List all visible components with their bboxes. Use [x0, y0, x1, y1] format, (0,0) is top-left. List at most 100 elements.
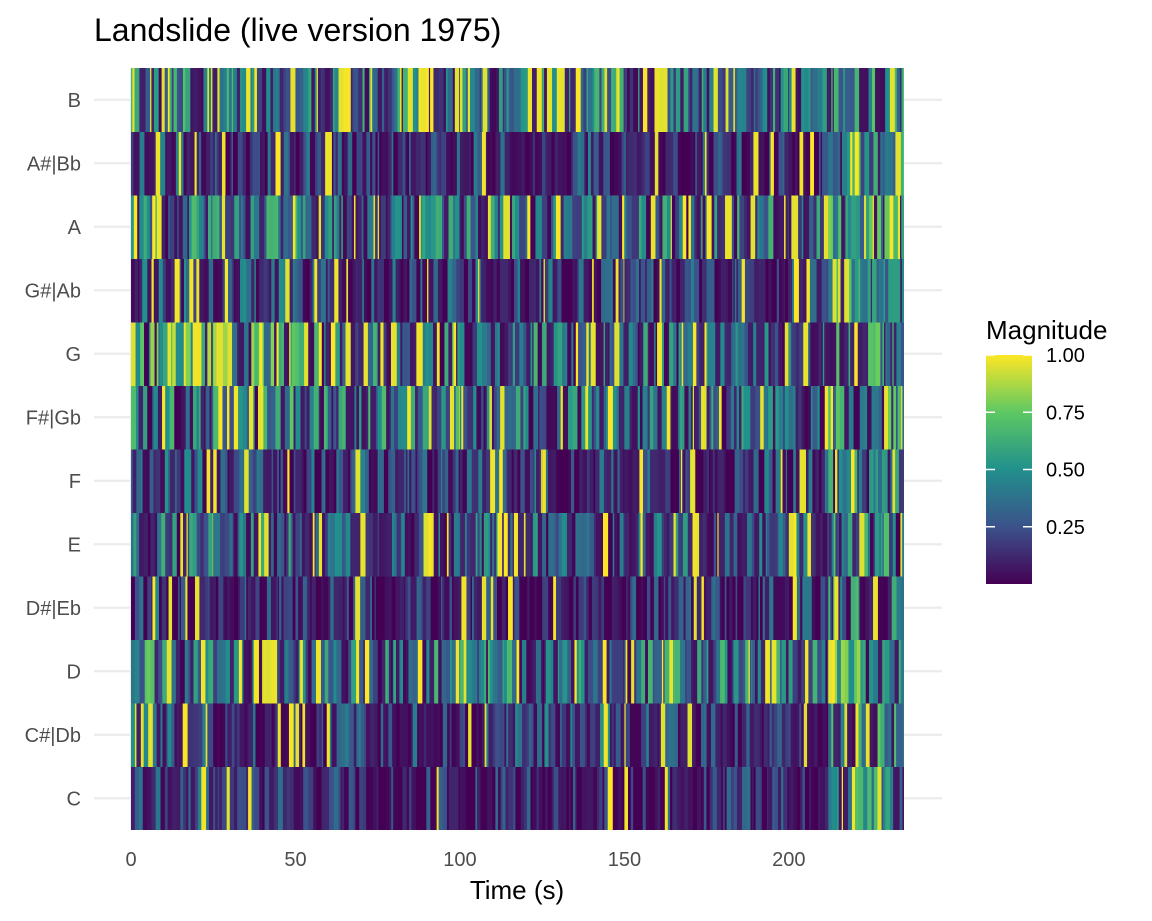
heatmap-cell — [409, 449, 412, 513]
heatmap-cell — [716, 639, 721, 704]
heatmap-cell — [320, 68, 323, 132]
heatmap-cell — [764, 322, 769, 386]
heatmap-cell — [774, 512, 778, 577]
heatmap-cell — [406, 639, 409, 704]
heatmap-cell — [828, 195, 832, 259]
heatmap-cell — [419, 195, 422, 259]
heatmap-cell — [539, 385, 543, 450]
heatmap-cell — [388, 576, 392, 640]
heatmap-cell — [196, 258, 200, 323]
heatmap-cell — [182, 703, 188, 767]
heatmap-cell — [715, 322, 721, 386]
heatmap-cell — [363, 639, 366, 704]
heatmap-cell — [685, 131, 691, 196]
heatmap-cell — [738, 512, 743, 577]
heatmap-cell — [537, 322, 543, 386]
heatmap-cell — [624, 512, 630, 577]
heatmap-cell — [674, 576, 679, 640]
heatmap-cell — [583, 68, 587, 132]
heatmap-cell — [520, 449, 526, 513]
heatmap-cell — [490, 449, 496, 513]
heatmap-cell — [299, 576, 304, 640]
heatmap-cell — [318, 385, 321, 450]
heatmap-cell — [759, 703, 763, 767]
heatmap-cell — [459, 639, 464, 704]
heatmap-cell — [724, 576, 727, 640]
heatmap-cell — [455, 639, 460, 704]
heatmap-cell — [210, 449, 214, 513]
heatmap-cell — [557, 131, 564, 196]
heatmap-cell — [703, 766, 707, 830]
heatmap-cell — [761, 449, 765, 513]
heatmap-cell — [273, 131, 276, 196]
heatmap-cell — [817, 639, 823, 704]
heatmap-cell — [353, 195, 356, 259]
heatmap-cell — [258, 512, 262, 577]
heatmap-cell — [882, 512, 885, 577]
heatmap-cell — [407, 131, 410, 196]
heatmap-cell — [544, 68, 548, 132]
heatmap-cell — [626, 68, 631, 132]
heatmap-cell — [538, 766, 543, 830]
heatmap-cell — [418, 449, 423, 513]
heatmap-cell — [459, 195, 462, 259]
heatmap-cell — [502, 639, 505, 704]
heatmap-cell — [283, 195, 289, 259]
heatmap-cell — [395, 639, 400, 704]
heatmap-cell — [287, 195, 294, 259]
heatmap-cell — [562, 322, 566, 386]
heatmap-cell — [280, 131, 285, 196]
heatmap-cell — [517, 131, 523, 196]
heatmap-cell — [754, 258, 759, 323]
heatmap-cell — [324, 512, 329, 577]
heatmap-cell — [533, 703, 538, 767]
heatmap-cell — [628, 131, 634, 196]
heatmap-cell — [902, 68, 904, 132]
heatmap-cell — [818, 322, 822, 386]
heatmap-cell — [451, 512, 455, 577]
heatmap-cell — [234, 766, 238, 830]
heatmap-cell — [459, 385, 462, 450]
heatmap-cell — [355, 512, 361, 577]
heatmap-cell — [833, 385, 837, 450]
heatmap-cell — [639, 385, 643, 450]
heatmap-cell — [440, 576, 443, 640]
heatmap-cell — [691, 639, 694, 704]
heatmap-cell — [227, 576, 231, 640]
heatmap-cell — [859, 68, 864, 132]
heatmap-cell — [289, 258, 294, 323]
heatmap-cell — [392, 258, 396, 323]
heatmap-cell — [255, 131, 261, 196]
heatmap-cell — [198, 766, 202, 830]
heatmap-cell — [272, 449, 278, 513]
heatmap-cell — [550, 703, 556, 767]
heatmap-cell — [192, 68, 197, 132]
heatmap-cell — [609, 639, 612, 704]
heatmap-cell — [609, 322, 612, 386]
heatmap-cell — [216, 322, 219, 386]
heatmap-cell — [517, 449, 521, 513]
heatmap-cell — [788, 68, 792, 132]
heatmap-cell — [816, 195, 821, 259]
heatmap-cell — [578, 576, 584, 640]
heatmap-cell — [641, 576, 644, 640]
heatmap-cell — [353, 703, 357, 767]
heatmap-cell — [646, 576, 651, 640]
heatmap-cell — [603, 322, 606, 386]
heatmap-cell — [415, 576, 417, 640]
heatmap-cell — [308, 766, 314, 830]
heatmap-cell — [703, 639, 707, 704]
heatmap-cell — [339, 322, 343, 386]
heatmap-cell — [185, 68, 191, 132]
heatmap-cell — [428, 68, 431, 132]
heatmap-cell — [136, 512, 140, 577]
heatmap-cell — [735, 322, 739, 386]
heatmap-cell — [568, 576, 574, 640]
heatmap-cell — [309, 512, 314, 577]
heatmap-cell — [763, 385, 767, 450]
heatmap-cell — [748, 449, 754, 513]
heatmap-cell — [277, 703, 282, 767]
heatmap-cell — [851, 195, 857, 259]
heatmap-cell — [683, 322, 689, 386]
heatmap-cell — [299, 322, 305, 386]
